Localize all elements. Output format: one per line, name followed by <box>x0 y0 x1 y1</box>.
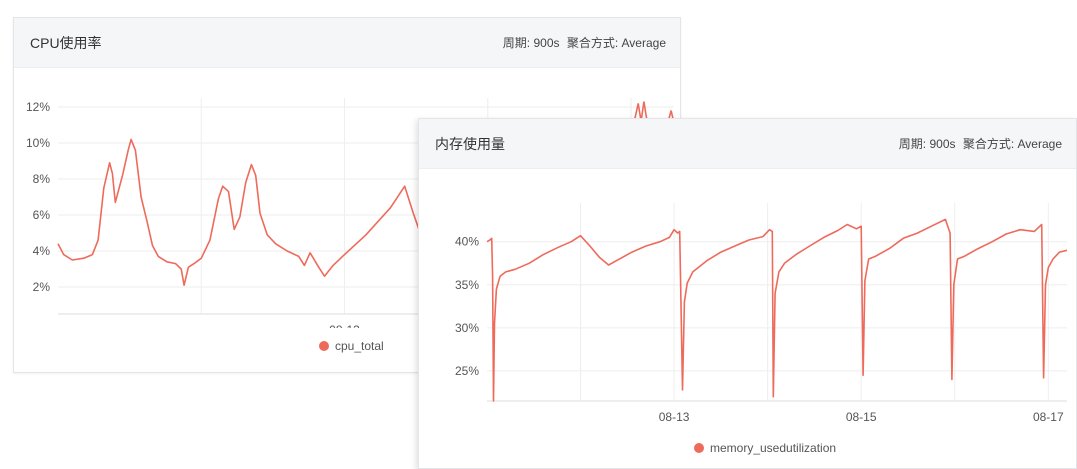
memory-legend[interactable]: memory_usedutilization <box>694 441 836 455</box>
cpu-y-tick-label: 8% <box>33 172 51 186</box>
memory-x-tick-label: 08-15 <box>846 410 877 424</box>
memory-y-tick-label: 25% <box>455 364 479 378</box>
memory-legend-label: memory_usedutilization <box>710 441 837 455</box>
cpu-legend[interactable]: cpu_total <box>319 339 384 353</box>
memory-usage-panel: 内存使用量 周期: 900s 聚合方式: Average 25% 30% 35% 40… <box>418 118 1077 469</box>
cpu-y-tick-label: 10% <box>26 136 50 150</box>
memory-y-tick-label: 35% <box>455 278 479 292</box>
memory-panel-header: 内存使用量 周期: 900s 聚合方式: Average <box>419 119 1076 169</box>
cpu-panel-meta: 周期: 900s 聚合方式: Average <box>499 34 666 51</box>
cpu-y-tick-label: 12% <box>26 100 50 114</box>
memory-x-tick-label: 08-17 <box>1033 410 1064 424</box>
cpu-panel-title: CPU使用率 <box>30 34 102 51</box>
cpu-y-tick-label: 6% <box>33 208 51 222</box>
memory-aggregation-label: 聚合方式: Average <box>962 137 1062 151</box>
memory-legend-dot-icon <box>694 443 704 453</box>
memory-period-label: 周期: 900s <box>898 137 956 151</box>
memory-panel-meta: 周期: 900s 聚合方式: Average <box>895 135 1062 152</box>
cpu-panel-header: CPU使用率 周期: 900s 聚合方式: Average <box>14 18 680 68</box>
cpu-y-tick-label: 4% <box>33 244 51 258</box>
cpu-legend-label: cpu_total <box>335 339 384 353</box>
cpu-legend-dot-icon <box>319 341 329 351</box>
cpu-aggregation-label: 聚合方式: Average <box>566 36 666 50</box>
memory-y-tick-label: 30% <box>455 321 479 335</box>
cpu-period-label: 周期: 900s <box>502 36 560 50</box>
memory-y-tick-label: 40% <box>455 235 479 249</box>
cpu-y-tick-label: 2% <box>33 280 51 294</box>
memory-x-tick-label: 08-13 <box>659 410 690 424</box>
memory-series-line <box>486 218 1068 402</box>
memory-panel-title: 内存使用量 <box>435 135 505 152</box>
cpu-x-tick-label: 08-13 <box>329 323 360 328</box>
memory-line-chart: 25% 30% 35% 40% 08-13 08-15 08-17 <box>455 203 1068 424</box>
